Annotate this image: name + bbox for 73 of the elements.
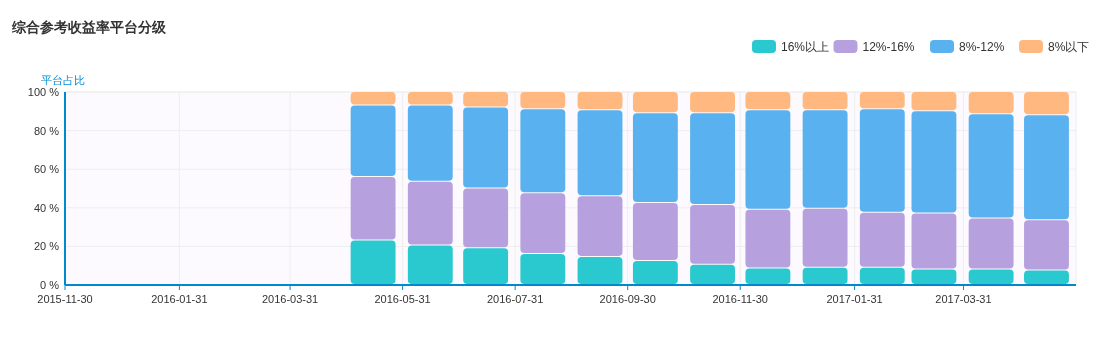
bar — [577, 196, 623, 257]
bar — [859, 212, 905, 267]
bar — [690, 92, 735, 113]
bar — [520, 92, 566, 109]
x-tick-label: 2015-11-30 — [37, 293, 93, 305]
chart-title: 综合参考收益率平台分级 — [11, 19, 167, 35]
legend-label: 16%以上 — [781, 40, 830, 54]
bar — [407, 92, 453, 105]
bar — [802, 92, 848, 110]
bar — [911, 92, 957, 111]
y-tick-label: 80 % — [33, 124, 60, 137]
bar — [690, 264, 735, 284]
bar — [520, 109, 566, 193]
y-tick-label: 40 % — [33, 201, 60, 214]
bar — [968, 114, 1014, 218]
bar — [802, 110, 848, 208]
bar — [577, 92, 623, 110]
bar — [802, 208, 848, 267]
bar — [632, 92, 678, 113]
x-tick-label: 2017-03-31 — [935, 293, 992, 305]
bar — [577, 110, 623, 196]
bar — [350, 240, 396, 284]
bar — [745, 92, 791, 110]
x-tick-label: 2016-09-30 — [599, 293, 656, 305]
bar — [968, 218, 1014, 269]
bar — [859, 92, 905, 109]
bar — [407, 245, 453, 284]
bar — [463, 107, 509, 188]
x-tick-label: 2017-01-31 — [826, 293, 883, 305]
bar — [968, 92, 1014, 114]
bar — [859, 109, 905, 212]
bar — [632, 260, 678, 284]
bar — [350, 92, 396, 105]
bar — [350, 105, 396, 176]
bar — [1024, 92, 1069, 115]
bar — [690, 113, 735, 204]
bar — [911, 111, 957, 213]
x-tick-label: 2016-03-31 — [261, 293, 319, 305]
bar — [802, 267, 848, 284]
y-tick-label: 0 % — [40, 279, 60, 291]
bar — [577, 257, 623, 284]
bar — [745, 110, 791, 209]
y-tick-label: 60 % — [33, 163, 60, 176]
bar — [463, 188, 509, 248]
bar — [1024, 115, 1069, 220]
bar — [632, 113, 678, 202]
legend-label: 8%以下 — [1048, 40, 1090, 54]
bar — [463, 248, 509, 284]
bar — [911, 213, 957, 269]
bar — [745, 268, 791, 284]
bar — [1024, 220, 1069, 270]
bar — [407, 105, 453, 181]
bar — [1024, 270, 1069, 284]
x-tick-label: 2016-01-31 — [151, 293, 208, 305]
bar — [350, 176, 396, 240]
x-tick-label: 2016-11-30 — [712, 293, 768, 305]
legend-label: 12%-16% — [862, 40, 915, 54]
y-tick-label: 20 % — [33, 240, 60, 253]
bar — [911, 269, 957, 284]
y-tick-label: 100 % — [27, 86, 60, 98]
bar — [407, 181, 453, 245]
x-tick-label: 2016-05-31 — [374, 293, 431, 305]
y-axis-title: 平台占比 — [41, 74, 85, 86]
bar — [463, 92, 509, 107]
bar — [520, 254, 566, 284]
bar — [859, 267, 905, 284]
bar — [745, 209, 791, 268]
bar — [690, 204, 735, 264]
legend-label: 8%-12% — [959, 40, 1005, 54]
bar — [968, 269, 1014, 284]
bar — [632, 202, 678, 260]
x-tick-label: 2016-07-31 — [487, 293, 544, 305]
bar — [520, 193, 566, 254]
